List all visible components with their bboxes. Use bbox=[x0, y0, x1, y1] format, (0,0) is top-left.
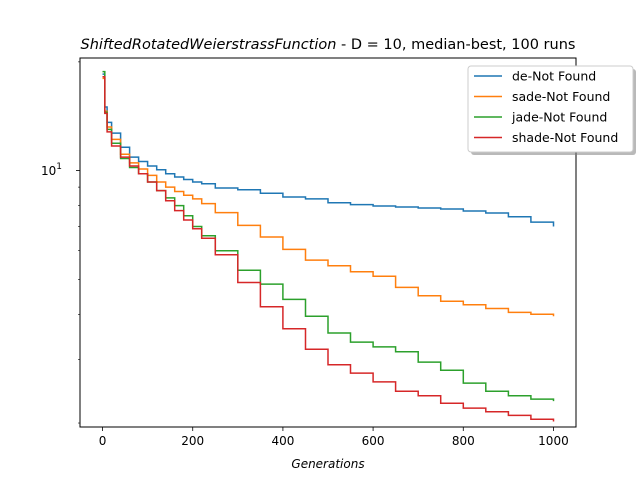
x-tick-label: 0 bbox=[99, 434, 107, 448]
x-tick-label: 800 bbox=[452, 434, 475, 448]
legend-label: de-Not Found bbox=[512, 69, 596, 84]
y-axis: 101 bbox=[41, 61, 80, 424]
chart-title: ShiftedRotatedWeierstrassFunction - D = … bbox=[81, 37, 576, 53]
y-tick-label: 101 bbox=[41, 162, 62, 178]
plot-frame bbox=[79, 57, 577, 428]
x-tick-label: 200 bbox=[181, 434, 204, 448]
x-tick-label: 1000 bbox=[538, 434, 569, 448]
series-line-shade bbox=[102, 75, 555, 422]
chart-title-rest: - D = 10, median-best, 100 runs bbox=[336, 37, 575, 53]
legend-label: shade-Not Found bbox=[512, 130, 618, 145]
legend: de-Not Found sade-Not Found jade-Not Found… bbox=[467, 65, 636, 155]
chart-title-italic: ShiftedRotatedWeierstrassFunction bbox=[81, 37, 337, 53]
legend-box bbox=[467, 65, 634, 153]
legend-label: jade-Not Found bbox=[511, 110, 607, 125]
legend-label: sade-Not Found bbox=[512, 89, 610, 104]
x-tick-label: 400 bbox=[271, 434, 294, 448]
plot-lines bbox=[102, 70, 555, 422]
x-tick-label: 600 bbox=[362, 434, 385, 448]
x-axis: 0 200 400 600 800 1000 bbox=[99, 427, 569, 448]
x-axis-label: Generations bbox=[291, 457, 364, 471]
